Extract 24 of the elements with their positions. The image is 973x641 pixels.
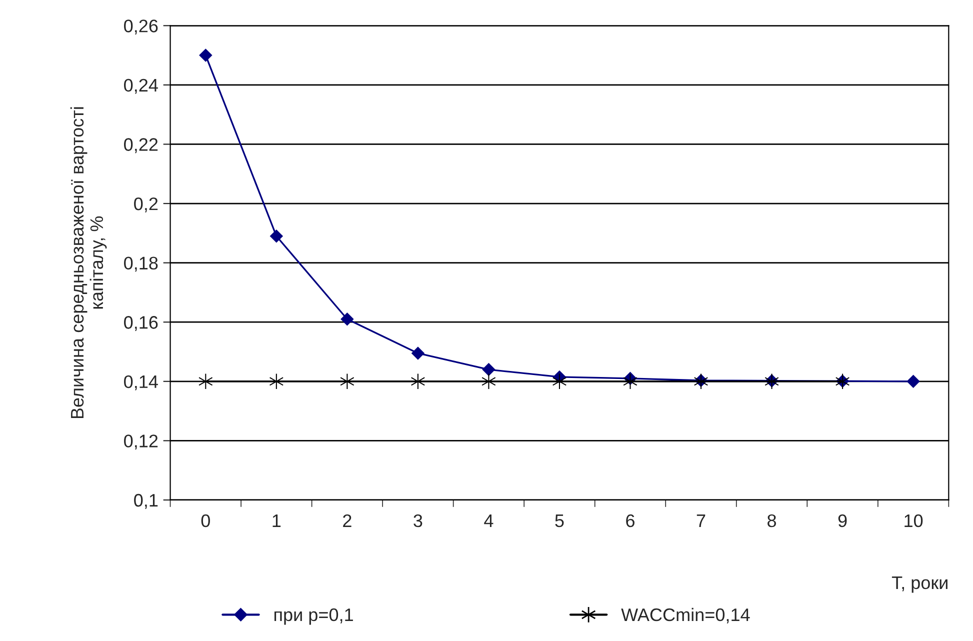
x-tick-label: 0 (201, 514, 210, 528)
legend-label: при p=0,1 (274, 608, 353, 625)
legend-label: WACCmin=0,14 (621, 608, 750, 624)
y-tick-label: 0,26 (124, 20, 158, 34)
x-tick-label: 1 (272, 514, 281, 527)
x-tick-label: 4 (484, 514, 494, 527)
y-tick-label: 0,14 (124, 375, 158, 390)
y-tick-label: 0,1 (134, 494, 158, 509)
y-tick-label: 0,18 (124, 256, 158, 272)
x-tick-label: 8 (768, 514, 776, 528)
x-tick-label: 2 (343, 514, 352, 527)
y-tick-label: 0,12 (124, 434, 158, 450)
y-tick-label: 0,22 (124, 138, 158, 154)
y-tick-label: 0,16 (124, 316, 158, 331)
x-tick-label: 10 (904, 514, 923, 528)
x-tick-label: 3 (414, 514, 422, 528)
x-tick-label: 7 (696, 514, 706, 527)
x-tick-label: 9 (838, 514, 847, 528)
y-tick-label: 0,24 (124, 78, 158, 94)
y-tick-label: 0,2 (134, 197, 158, 212)
x-tick-label: 6 (626, 514, 634, 528)
x-tick-label: 5 (555, 514, 564, 528)
x-axis-title: T, роки (892, 576, 948, 593)
y-axis-title: Величина середньозваженої вартості капіталу, % (70, 107, 107, 418)
